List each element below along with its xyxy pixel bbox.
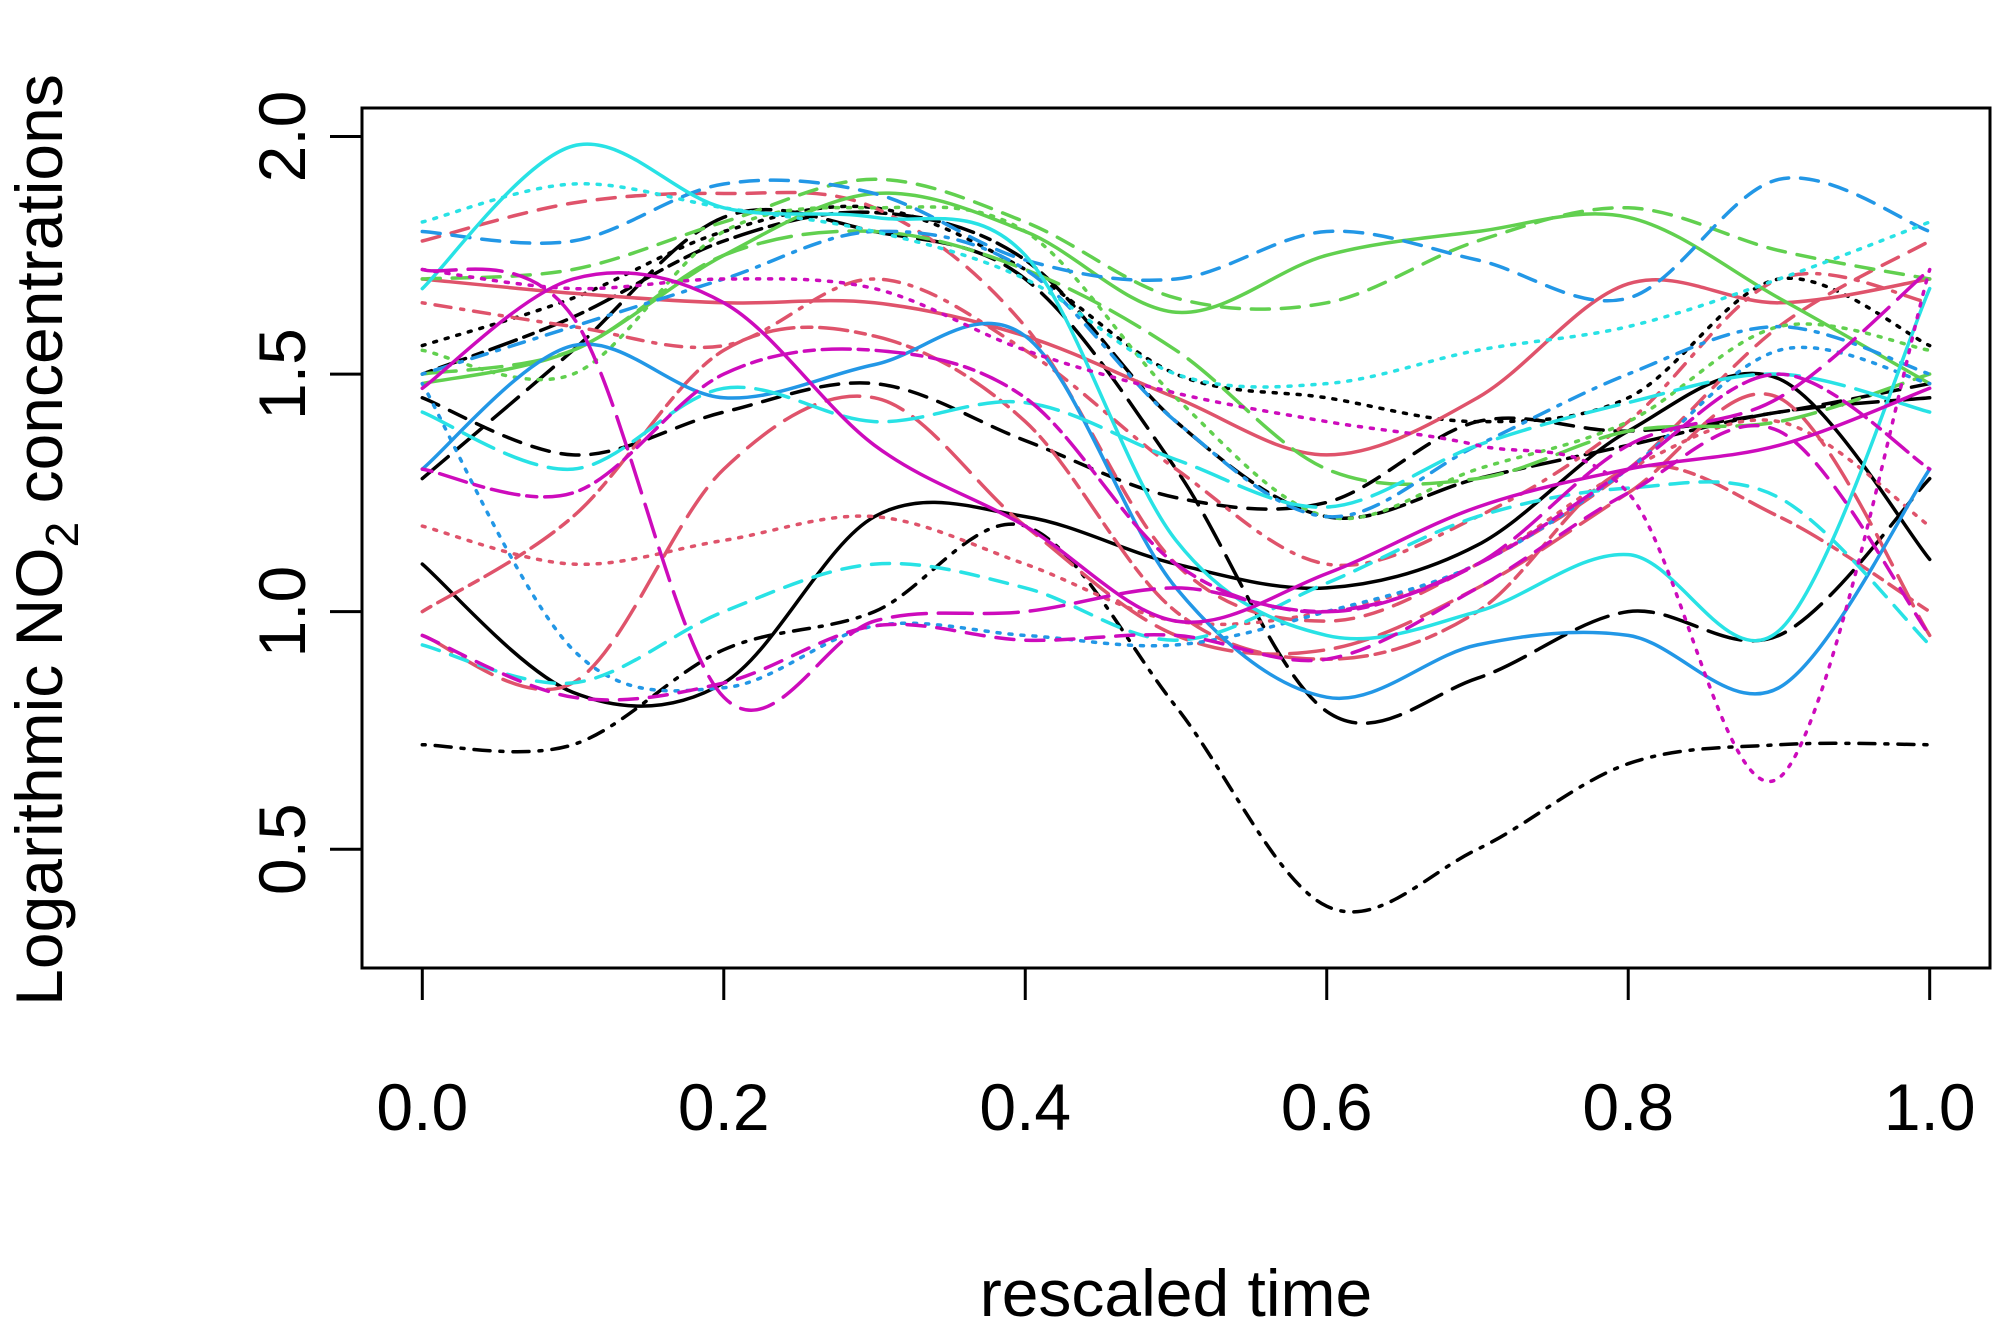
series-line-curve-15: [420, 205, 1932, 521]
series-line-curve-24: [420, 372, 1932, 509]
series-line-curve-19: [420, 345, 1932, 693]
x-tick-label: 0.8: [1582, 1070, 1674, 1144]
y-ticks: 0.5 1.0 1.5 2.0: [245, 91, 362, 895]
series-line-curve-4: [420, 204, 1932, 424]
y-tick-label: 1.0: [245, 566, 319, 658]
y-axis-title-subscript: 2: [36, 522, 88, 548]
series-line-curve-28: [420, 267, 1932, 712]
series-line-curve-26: [420, 423, 1932, 702]
series-line-curve-5: [420, 207, 1932, 725]
x-axis-title: rescaled time: [980, 1256, 1373, 1329]
series-line-curve-22: [420, 480, 1932, 686]
x-tick-label: 0.6: [1281, 1070, 1373, 1144]
series-line-curve-18: [420, 176, 1932, 303]
series-line-curve-14: [420, 177, 1932, 311]
x-tick-label: 0.2: [678, 1070, 770, 1144]
series-line-curve-12: [420, 325, 1932, 661]
y-axis-title-prefix: Logarithmic NO: [2, 547, 76, 1006]
y-tick-label: 2.0: [245, 91, 319, 183]
series-line-curve-10: [420, 271, 1932, 568]
series-line-curve-27: [420, 267, 1932, 783]
y-axis: 0.5 1.0 1.5 2.0: [245, 91, 364, 895]
x-tick-label: 1.0: [1884, 1070, 1976, 1144]
series-group: [420, 142, 1932, 914]
x-tick-label: 0.0: [376, 1070, 468, 1144]
x-tick-label: 0.4: [979, 1070, 1071, 1144]
x-axis: 0.0 0.2 0.4 0.6 0.8 1.0: [376, 966, 1976, 1144]
y-tick-label: 0.5: [245, 803, 319, 895]
series-line-curve-21: [420, 142, 1932, 643]
y-axis-title-suffix: concentrations: [2, 74, 76, 522]
x-ticks: 0.0 0.2 0.4 0.6 0.8 1.0: [376, 968, 1976, 1144]
series-line-curve-2: [420, 381, 1932, 511]
y-axis-title: Logarithmic NO2 concentrations: [2, 74, 88, 1006]
y-tick-label: 1.5: [245, 328, 319, 420]
series-line-curve-29: [420, 347, 1932, 614]
series-line-curve-3: [420, 522, 1932, 914]
series-line-curve-9: [420, 418, 1932, 627]
series-line-curve-16: [420, 229, 1932, 487]
series-line-curve-20: [420, 229, 1932, 519]
series-line-curve-23: [420, 182, 1932, 389]
series-line-curve-25: [420, 270, 1932, 624]
